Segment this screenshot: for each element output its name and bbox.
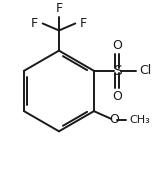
Text: O: O [112,90,122,103]
Text: S: S [113,64,122,78]
Text: F: F [55,2,63,15]
Text: F: F [31,17,38,30]
Text: Cl: Cl [139,64,151,77]
Text: O: O [112,39,122,52]
Text: CH₃: CH₃ [130,115,150,125]
Text: F: F [80,17,87,30]
Text: O: O [109,113,119,126]
